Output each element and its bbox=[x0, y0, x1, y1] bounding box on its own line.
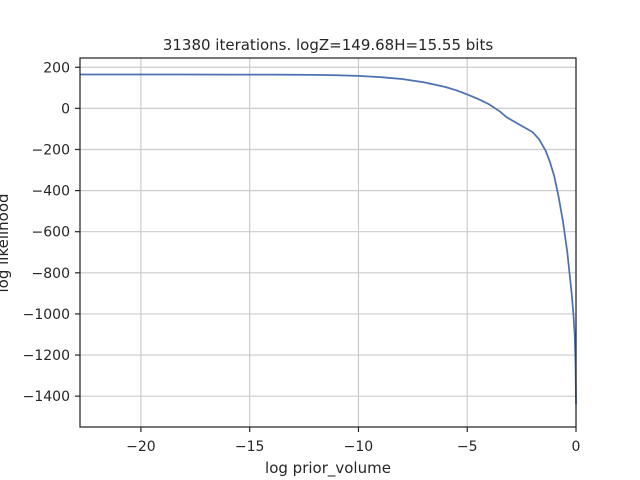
x-tick-label: −20 bbox=[126, 439, 156, 455]
x-tick-label: −10 bbox=[344, 439, 374, 455]
y-tick-label: −1000 bbox=[23, 307, 70, 323]
y-axis-label: log likelihood bbox=[0, 193, 12, 292]
y-tick-label: 0 bbox=[61, 101, 70, 117]
x-axis-label: log prior_volume bbox=[265, 459, 391, 478]
x-tick-label: −15 bbox=[235, 439, 265, 455]
chart-title: 31380 iterations. logZ=149.68H=15.55 bit… bbox=[163, 36, 494, 54]
y-tick-label: −400 bbox=[32, 184, 70, 200]
x-ticks: −20 −15 −10 −5 0 bbox=[126, 427, 580, 455]
plot-frame bbox=[79, 57, 577, 428]
y-tick-label: −200 bbox=[32, 142, 70, 158]
y-tick-label: 200 bbox=[43, 60, 70, 76]
y-tick-label: −600 bbox=[32, 225, 70, 241]
y-tick-label: −1400 bbox=[23, 389, 70, 405]
x-tick-label: −5 bbox=[457, 439, 478, 455]
likelihood-line bbox=[80, 73, 577, 405]
y-tick-label: −800 bbox=[32, 266, 70, 282]
x-tick-label: 0 bbox=[572, 439, 581, 455]
y-ticks: 200 0 −200 −400 −600 −800 −1000 −1200 −1400 bbox=[23, 60, 80, 405]
y-gridlines bbox=[80, 66, 576, 397]
y-tick-label: −1200 bbox=[23, 348, 70, 364]
